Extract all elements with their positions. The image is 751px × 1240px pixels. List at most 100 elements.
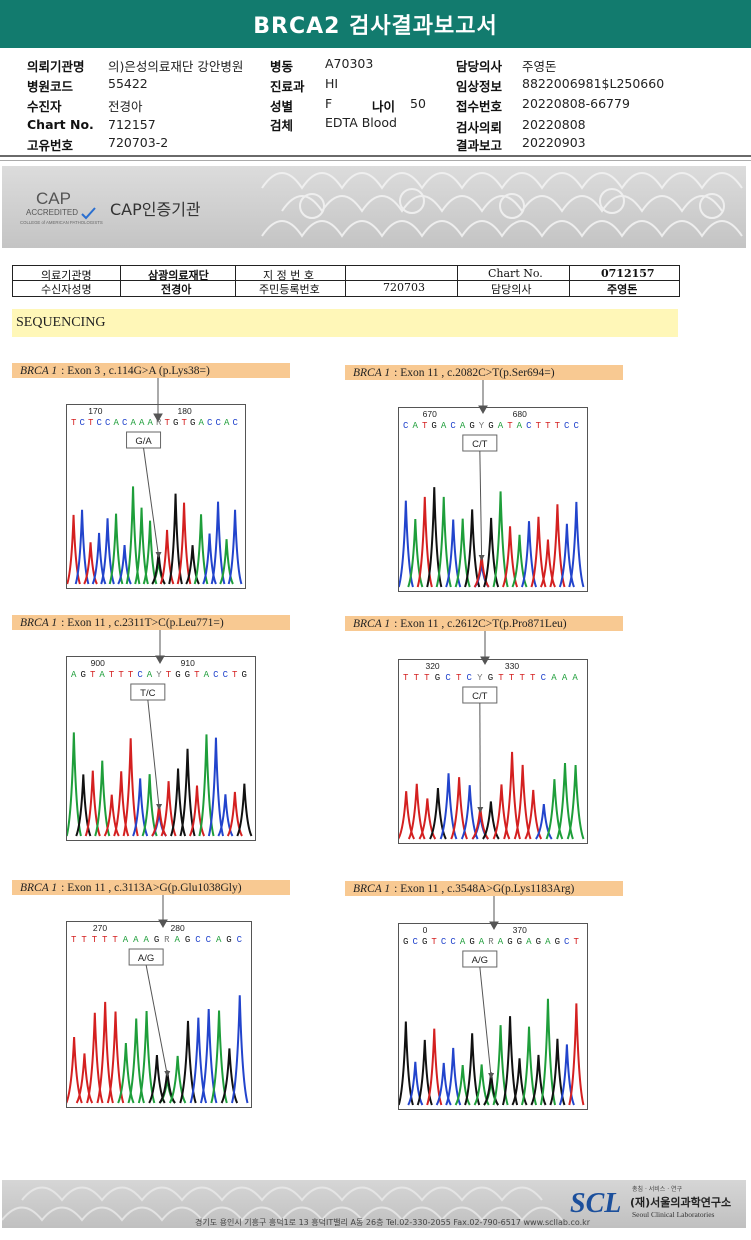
position-number: 0 bbox=[423, 925, 428, 935]
sequencing-label: SEQUENCING bbox=[16, 315, 106, 330]
info-label: 병동 bbox=[270, 59, 294, 74]
info-label: 검체 bbox=[270, 118, 294, 133]
position-number: 170 bbox=[88, 406, 102, 416]
variant-call: A/G bbox=[138, 953, 154, 964]
position-number: 680 bbox=[513, 409, 527, 419]
cap-accredited-text: ACCREDITED bbox=[26, 208, 78, 217]
chromatogram-peak bbox=[464, 1033, 481, 1106]
pointer-arrowhead bbox=[155, 552, 162, 558]
chromatogram-peak bbox=[179, 748, 196, 837]
footer-address: 경기도 용인시 기흥구 흥덕1로 13 흥덕IT밸리 A동 26층 Tel.02… bbox=[195, 1218, 591, 1227]
chromatogram-peak bbox=[125, 486, 141, 585]
base-call: T bbox=[574, 937, 580, 947]
base-call: C bbox=[105, 418, 111, 428]
position-number: 180 bbox=[178, 406, 192, 416]
gene-name: BRCA 1 bbox=[353, 366, 391, 379]
base-call: C bbox=[223, 670, 229, 680]
chromatogram-peak bbox=[549, 504, 566, 588]
chromatogram-peak bbox=[67, 732, 82, 837]
base-call: G bbox=[488, 421, 493, 431]
chromatogram-peak bbox=[141, 774, 158, 837]
base-call: T bbox=[166, 670, 172, 680]
divider bbox=[0, 155, 751, 157]
info-label: 고유번호 bbox=[27, 138, 74, 153]
report-title-bar: BRCA2 검사결과보고서 bbox=[0, 0, 751, 48]
chromatogram-peak bbox=[399, 1021, 414, 1106]
base-call: G bbox=[175, 670, 180, 680]
chromatogram-peak bbox=[530, 516, 547, 588]
chromatogram-peak bbox=[137, 1010, 156, 1104]
table-cell: 의료기관명 bbox=[41, 269, 92, 282]
chromatogram-peak bbox=[231, 995, 249, 1104]
chromatogram-peak bbox=[399, 500, 414, 588]
base-call: A bbox=[551, 673, 557, 683]
chromatogram-peak bbox=[67, 1036, 83, 1104]
chromatogram-peak bbox=[106, 1011, 125, 1104]
footer-banner: SCL 총침 · 서비스 · 연구 (재)서울의과학연구소 Seoul Clin… bbox=[2, 1180, 746, 1228]
chromatogram-peak bbox=[122, 738, 139, 837]
info-value: 의)은성의료재단 강안병원 bbox=[108, 59, 244, 74]
variant-label: BRCA 1: Exon 11 , c.2311T>C(p.Leu771=) bbox=[12, 615, 290, 630]
variant-label: BRCA 1: Exon 11 , c.3113A>G(p.Glu1038Gly… bbox=[12, 880, 290, 895]
base-call: C bbox=[403, 421, 409, 431]
divider bbox=[0, 160, 751, 161]
base-call: C bbox=[207, 418, 213, 428]
base-call: G bbox=[469, 937, 474, 947]
table-cell: 담당의사 bbox=[491, 283, 532, 296]
base-call: T bbox=[128, 670, 134, 680]
base-call: T bbox=[555, 421, 561, 431]
pointer-arrowhead bbox=[488, 1073, 495, 1079]
base-call: A bbox=[143, 935, 149, 945]
cap-logo: CAP ACCREDITED COLLEGE of AMERICAN PATHO… bbox=[20, 189, 103, 225]
age-label: 나이 bbox=[372, 99, 396, 114]
base-call: T bbox=[165, 418, 171, 428]
base-call: T bbox=[109, 670, 115, 680]
base-call: A bbox=[114, 418, 120, 428]
base-call: C bbox=[541, 673, 547, 683]
chromatogram-peak bbox=[568, 501, 585, 588]
variant-desc: : Exon 11 , c.2311T>C(p.Leu771=) bbox=[61, 616, 224, 629]
base-call: C bbox=[564, 937, 570, 947]
footer-org-kr: (재)서울의과학연구소 bbox=[630, 1196, 732, 1209]
variant-label: BRCA 1: Exon 11 , c.2082C>T(p.Ser694=) bbox=[345, 365, 623, 380]
table-cell: 0712157 bbox=[601, 267, 655, 280]
base-call: A bbox=[139, 418, 145, 428]
variant-desc: : Exon 11 , c.3113A>G(p.Glu1038Gly) bbox=[61, 881, 242, 894]
position-number: 370 bbox=[513, 925, 527, 935]
patient-table: 의료기관명 삼광의료재단 지 정 번 호 Chart No. 0712157 수… bbox=[12, 265, 680, 297]
info-value: A70303 bbox=[325, 56, 374, 71]
base-call: A bbox=[175, 935, 181, 945]
base-call: G bbox=[190, 418, 195, 428]
base-call: G bbox=[154, 935, 159, 945]
base-call: C bbox=[237, 935, 243, 945]
cap-banner: CAP ACCREDITED COLLEGE of AMERICAN PATHO… bbox=[2, 166, 746, 248]
chromatogram-peak bbox=[210, 1010, 228, 1104]
chromatogram-peak bbox=[492, 491, 509, 588]
chromatogram-peak bbox=[96, 1001, 114, 1104]
info-label: 성별 bbox=[270, 99, 294, 114]
chromatogram-peak bbox=[520, 1026, 538, 1106]
base-call: G bbox=[422, 937, 427, 947]
base-call: R bbox=[164, 935, 170, 945]
table-cell: Chart No. bbox=[488, 267, 543, 280]
variant-call: T/C bbox=[140, 688, 155, 699]
chromatogram-peak bbox=[407, 783, 426, 840]
pointer-arrowhead bbox=[478, 555, 485, 561]
base-call: G bbox=[185, 670, 190, 680]
variant-label: BRCA 1: Exon 11 , c.2612C>T(p.Pro871Leu) bbox=[345, 616, 623, 631]
info-value: 8822006981$L250660 bbox=[522, 76, 665, 91]
chromatogram-peak bbox=[539, 998, 557, 1106]
chromatogram-peak bbox=[108, 513, 124, 585]
base-call: T bbox=[536, 421, 542, 431]
base-call: C bbox=[233, 418, 239, 428]
base-call: T bbox=[545, 421, 551, 431]
variant-desc: : Exon 11 , c.2082C>T(p.Ser694=) bbox=[394, 366, 555, 379]
base-call: A bbox=[562, 673, 568, 683]
base-call: T bbox=[88, 418, 94, 428]
chromatogram-peak bbox=[207, 737, 225, 837]
base-call: T bbox=[509, 673, 515, 683]
chromatogram-panel: 670 680 C A T G A C A G Y G A T A C T T T C C C/T bbox=[398, 407, 588, 592]
chromatogram-peak bbox=[236, 783, 253, 837]
